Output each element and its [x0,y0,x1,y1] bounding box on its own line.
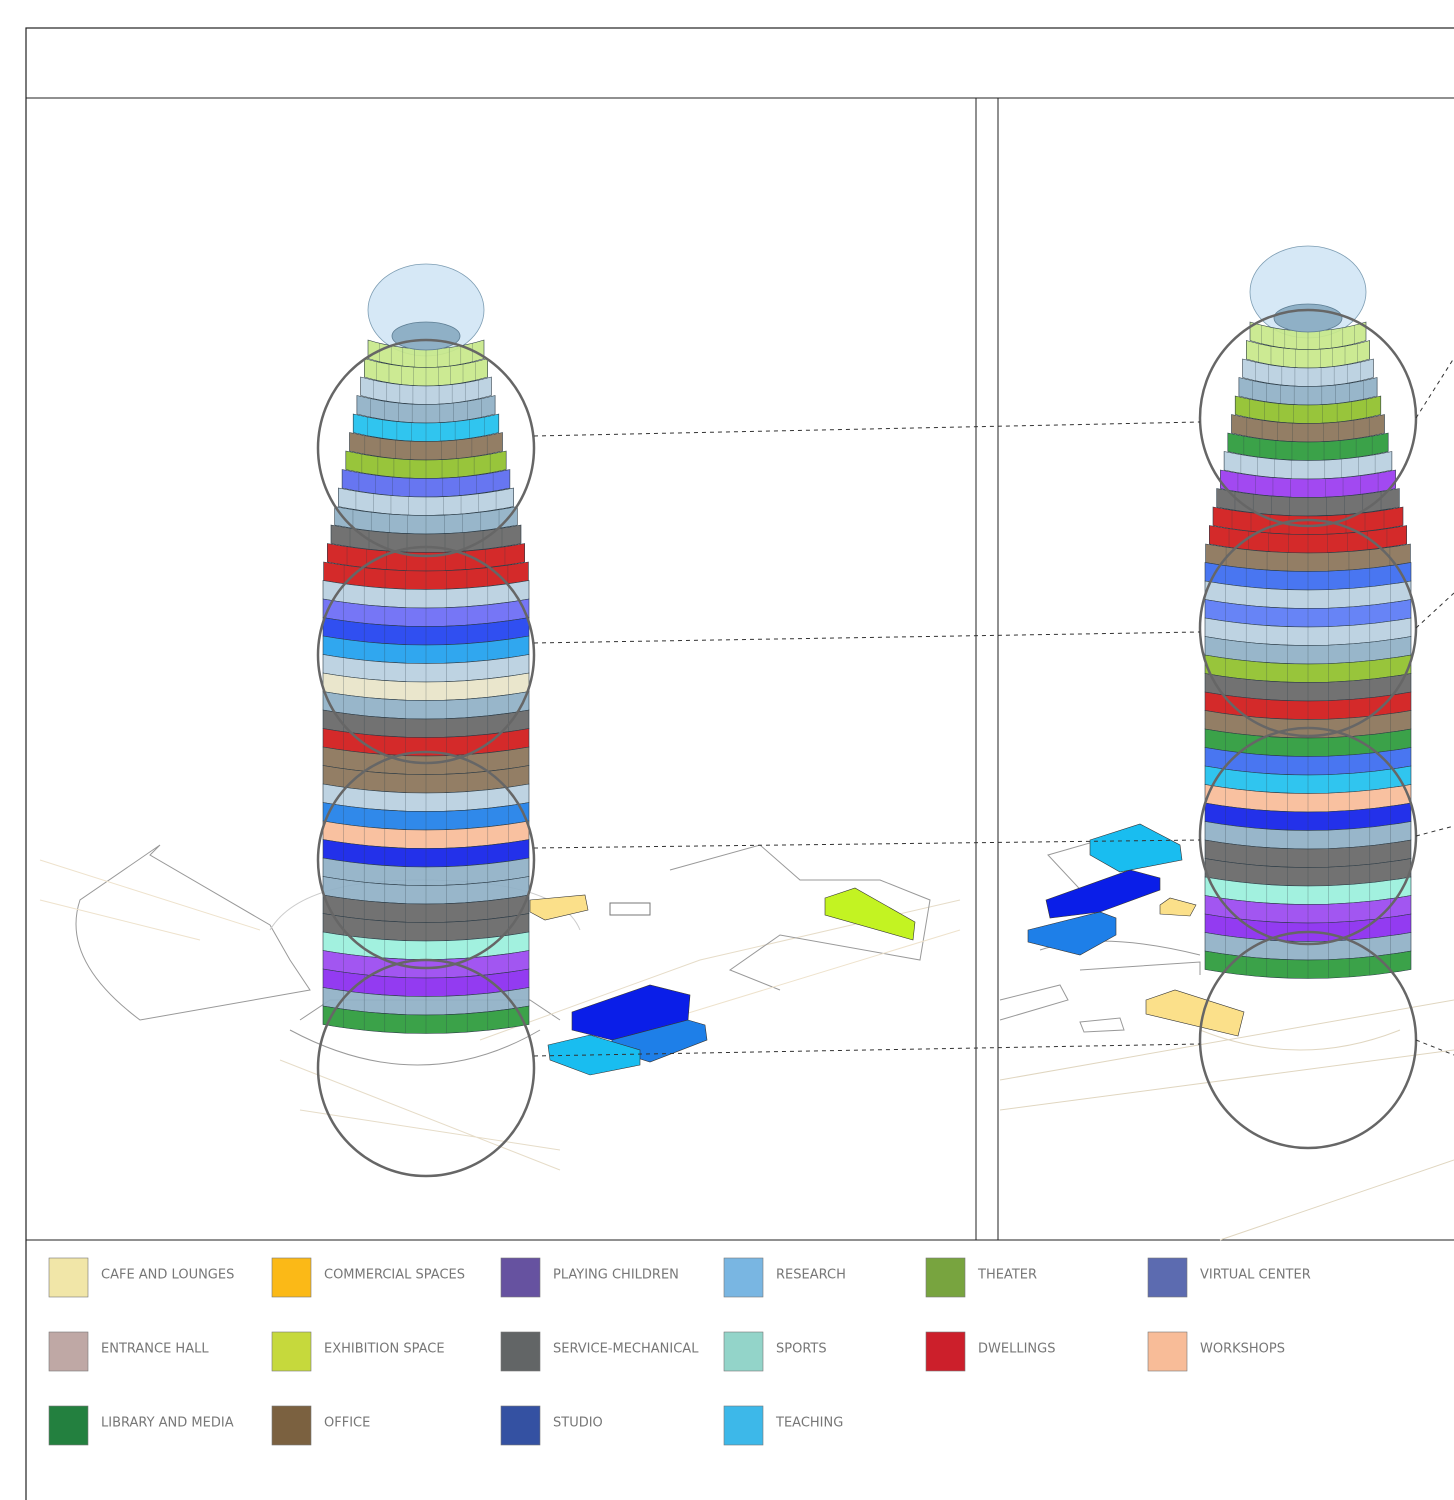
legend-label: DWELLINGS [978,1342,1055,1357]
tower-cap [1273,303,1343,333]
legend-swatch [271,1331,312,1372]
callouts [316,308,1454,1178]
legend-swatch [48,1331,89,1372]
legend-swatch [48,1405,89,1446]
legend-label: WORKSHOPS [1200,1342,1285,1357]
callout-link [1415,825,1454,837]
program-blocks [529,823,1245,1076]
callout-circle [316,958,536,1178]
legend-swatch [925,1331,966,1372]
callout-circle [316,338,536,558]
callout-link [533,631,1201,644]
legend-swatch [1147,1257,1188,1298]
legend-swatch [723,1405,764,1446]
legend-swatch [271,1257,312,1298]
legend-swatch [271,1405,312,1446]
callout-circle [316,750,536,970]
callout-circle [316,545,536,765]
tower-cap [391,321,461,351]
legend-label: OFFICE [324,1416,370,1431]
legend-swatch [723,1331,764,1372]
legend-label: COMMERCIAL SPACES [324,1268,465,1283]
callout-link [533,421,1201,437]
callout-link [1415,357,1454,419]
legend-swatch [723,1257,764,1298]
legend-swatch [925,1257,966,1298]
legend-swatch [500,1405,541,1446]
legend-label: THEATER [977,1268,1037,1283]
legend-label: CAFE AND LOUNGES [101,1268,234,1283]
legend: CAFE AND LOUNGES ENTRANCE HALL LIBRARY AND… [48,1257,1311,1446]
legend-swatch [500,1331,541,1372]
site-plan [39,839,1454,1241]
legend-label: TEACHING [775,1416,843,1431]
legend-label: VIRTUAL CENTER [1200,1268,1311,1283]
legend-label: SPORTS [776,1342,827,1357]
legend-swatch [48,1257,89,1298]
legend-swatch [500,1257,541,1298]
callout-link [533,839,1201,849]
callout-link [1415,1039,1454,1056]
legend-label: EXHIBITION SPACE [324,1342,445,1357]
legend-label: LIBRARY AND MEDIA [101,1416,234,1431]
legend-swatch [1147,1331,1188,1372]
legend-label: ENTRANCE HALL [101,1342,209,1357]
legend-label: SERVICE-MECHANICAL [553,1342,699,1357]
callout-link [533,1043,1201,1057]
legend-label: RESEARCH [776,1268,846,1283]
legend-label: PLAYING CHILDREN [553,1268,679,1283]
legend-label: STUDIO [553,1416,603,1431]
callout-link [1415,592,1454,629]
